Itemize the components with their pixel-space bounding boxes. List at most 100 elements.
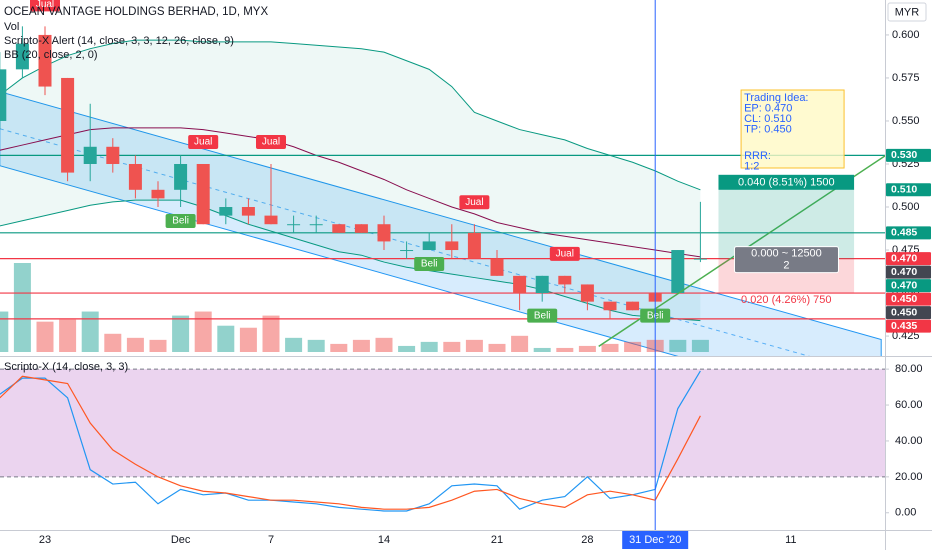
signal-label: Jual (194, 137, 212, 148)
note-line: TP: 0.450 (744, 123, 792, 135)
volume-bar (59, 319, 77, 352)
x-tick-label: 28 (581, 534, 593, 546)
entry-label-box (733, 246, 839, 274)
price-label: 0.450 (891, 293, 917, 305)
price-label-box (886, 183, 931, 197)
volume-bar (285, 337, 303, 352)
candle-body (490, 258, 504, 276)
signal-box (527, 308, 558, 323)
signal-label: Beli (172, 216, 189, 227)
volume-bar (217, 325, 235, 352)
candle-body (128, 163, 142, 190)
y-tick-label: 0.575 (892, 72, 920, 84)
candle-body (558, 275, 572, 285)
y-tick-label: 0.500 (892, 201, 920, 213)
oscillator-line (0, 370, 701, 512)
candle-body (15, 43, 29, 70)
y-tick-label: 0.600 (892, 29, 920, 41)
volume-bar (398, 345, 416, 352)
candle-body (38, 34, 52, 87)
currency-box[interactable] (887, 2, 927, 22)
candle-body (377, 224, 391, 242)
candle-body (603, 301, 617, 311)
volume-bar (126, 337, 144, 352)
signal-box (549, 246, 580, 261)
price-label-box (886, 148, 931, 162)
oscillator-line (0, 375, 701, 510)
volume-bar (239, 327, 257, 352)
stop-label: 0.020 (4.26%) 750 (741, 294, 832, 306)
indicator-label: Scripto-X Alert (14, close, 3, 3, 12, 26… (4, 35, 234, 47)
target-label-box (718, 174, 855, 190)
candle-body (354, 224, 368, 233)
candle-body (219, 207, 233, 216)
volume-bar (172, 315, 190, 352)
price-label-box (886, 279, 931, 293)
candle-body (287, 224, 301, 226)
volume-bar (262, 315, 280, 352)
volume-bar (13, 263, 31, 352)
oscillator-pane (0, 368, 885, 512)
signal-box (459, 195, 490, 210)
candle-body (535, 275, 549, 294)
candle-body (332, 224, 346, 233)
note-line: Trading Idea: (744, 92, 808, 104)
candle-body (196, 163, 210, 225)
price-label-box (886, 265, 931, 279)
note-line: 1:2 (744, 160, 759, 172)
candle-body (0, 69, 7, 121)
price-label: 0.470 (891, 279, 917, 291)
indicator-label: Vol (4, 21, 19, 33)
price-label: 0.470 (891, 252, 917, 264)
candle-body (309, 224, 323, 226)
price-label-box (886, 292, 931, 306)
volume-bar (511, 335, 529, 352)
signal-label: Jual (262, 137, 280, 148)
candle-body (422, 241, 436, 251)
volume-bar (149, 339, 167, 352)
signal-label: Beli (534, 310, 551, 321)
note-line: RRR: (744, 150, 771, 162)
candle-body (61, 77, 75, 173)
currency[interactable]: MYR (895, 6, 920, 18)
candle-body (83, 146, 97, 164)
volume-bar (691, 339, 709, 352)
signal-label: Jual (465, 197, 483, 208)
volume-bar (0, 311, 9, 352)
bb-upper (0, 39, 701, 191)
volume-bar (601, 343, 619, 352)
candle-body (513, 275, 527, 294)
candle-body (445, 241, 459, 251)
signal-box (256, 134, 286, 149)
candle-body (151, 189, 165, 199)
signal-box (188, 134, 219, 149)
price-label-box (886, 226, 931, 240)
volume-bar (330, 343, 348, 352)
candle-body (580, 284, 594, 302)
signal-label: Jual (36, 0, 54, 10)
legend: OCEAN VANTAGE HOLDINGS BERHAD, 1D, MYX V… (4, 6, 268, 373)
price-label: 0.450 (891, 306, 917, 318)
volume-bar (624, 341, 642, 352)
entry-label: 2 (783, 260, 789, 272)
bb-lower (0, 199, 701, 322)
volume-bar (81, 311, 99, 352)
target-label: 0.040 (8.51%) 1500 (738, 177, 835, 189)
bb-basis (0, 127, 701, 258)
volume-bar (104, 333, 122, 352)
candle-body (626, 301, 640, 311)
price-label: 0.510 (891, 184, 917, 196)
note-box (740, 89, 845, 169)
y-tick-label: 60.00 (895, 399, 923, 411)
x-tick-label: Dec (171, 534, 191, 546)
candle-body (264, 215, 278, 225)
x-tick-label: 11 (785, 534, 796, 546)
signal-box (414, 257, 445, 272)
volume-bar (307, 339, 325, 352)
oscillator-band (0, 369, 885, 477)
y-tick-label: 0.00 (895, 507, 916, 519)
channel-midline (0, 128, 811, 356)
indicator-label: BB (20, close, 2, 0) (4, 49, 98, 61)
